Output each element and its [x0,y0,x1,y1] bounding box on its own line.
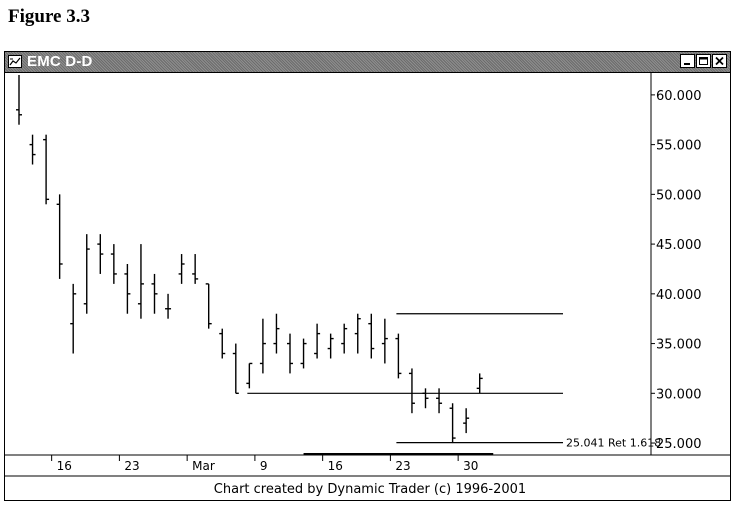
ohlc-bar-16 [232,343,239,395]
ohlc-bar-13 [192,254,199,284]
window-title: EMC D-D [27,53,93,70]
ohlc-bar-2 [43,134,50,205]
ohlc-bar-28 [395,333,402,379]
ohlc-bar-24 [341,323,348,354]
ohlc-bar-19 [273,313,280,354]
y-tick-label-2: 35.000 [656,338,702,353]
ohlc-bar-33 [463,408,470,434]
close-icon[interactable] [712,54,727,68]
ohlc-bar-20 [287,333,293,374]
x-tick-label-0: 16 [57,459,72,473]
ohlc-bar-22 [314,323,321,359]
ohlc-bar-14 [205,283,212,329]
ohlc-bar-25 [354,313,361,354]
ohlc-bar-18 [259,318,266,374]
ohlc-bar-9 [137,244,144,319]
minimize-icon[interactable] [680,54,695,68]
ohlc-bar-5 [83,234,90,314]
ohlc-bar-3 [56,194,63,279]
ohlc-bar-31 [436,388,443,414]
y-tick-label-3: 40.000 [656,288,702,303]
y-tick-label-6: 55.000 [656,139,702,154]
ohlc-bar-0 [16,74,22,125]
ohlc-bar-1 [29,134,36,165]
ohlc-bar-11 [165,293,172,319]
y-tick-label-1: 30.000 [656,387,702,402]
ohlc-bar-17 [246,362,253,389]
ohlc-bar-32 [449,403,456,444]
ohlc-bar-34 [476,373,483,394]
ohlc-bar-12 [178,254,185,284]
maximize-icon[interactable] [696,54,711,68]
level-label-2: 25.041 Ret 1.618 [566,437,661,450]
y-tick-label-7: 60.000 [656,89,702,104]
ohlc-bar-15 [219,328,226,359]
ohlc-bar-8 [124,263,131,314]
ohlc-bar-6 [97,234,104,274]
x-tick-label-4: 16 [328,459,343,473]
window-titlebar[interactable]: EMC D-D [5,52,730,73]
ohlc-bar-23 [327,333,334,359]
x-tick-label-5: 23 [395,459,410,473]
y-tick-label-0: 25.000 [656,437,702,452]
chart-window: 25.000 30.000 35.000 40.000 45.000 50.000 55.0… [4,51,731,501]
ohlc-bar-27 [381,318,388,364]
chart-credit: Chart created by Dynamic Trader (c) 1996… [214,482,526,497]
ohlc-bar-7 [110,244,117,284]
price-chart[interactable]: 25.000 30.000 35.000 40.000 45.000 50.000 55.0… [5,52,730,500]
y-tick-label-5: 50.000 [656,188,702,203]
ohlc-bar-30 [422,388,429,409]
figure-title: Figure 3.3 [8,6,90,27]
ohlc-bar-21 [300,338,307,369]
x-tick-label-6: 30 [463,459,478,473]
ohlc-bar-10 [151,273,158,314]
chart-app-icon[interactable] [8,55,22,68]
ohlc-bar-29 [408,368,415,414]
y-tick-label-4: 45.000 [656,238,702,253]
ohlc-bar-4 [70,283,77,354]
x-tick-label-1: 23 [124,459,139,473]
x-tick-label-2: Mar [192,459,215,473]
x-tick-label-3: 9 [260,459,268,473]
ohlc-bar-26 [368,313,375,359]
